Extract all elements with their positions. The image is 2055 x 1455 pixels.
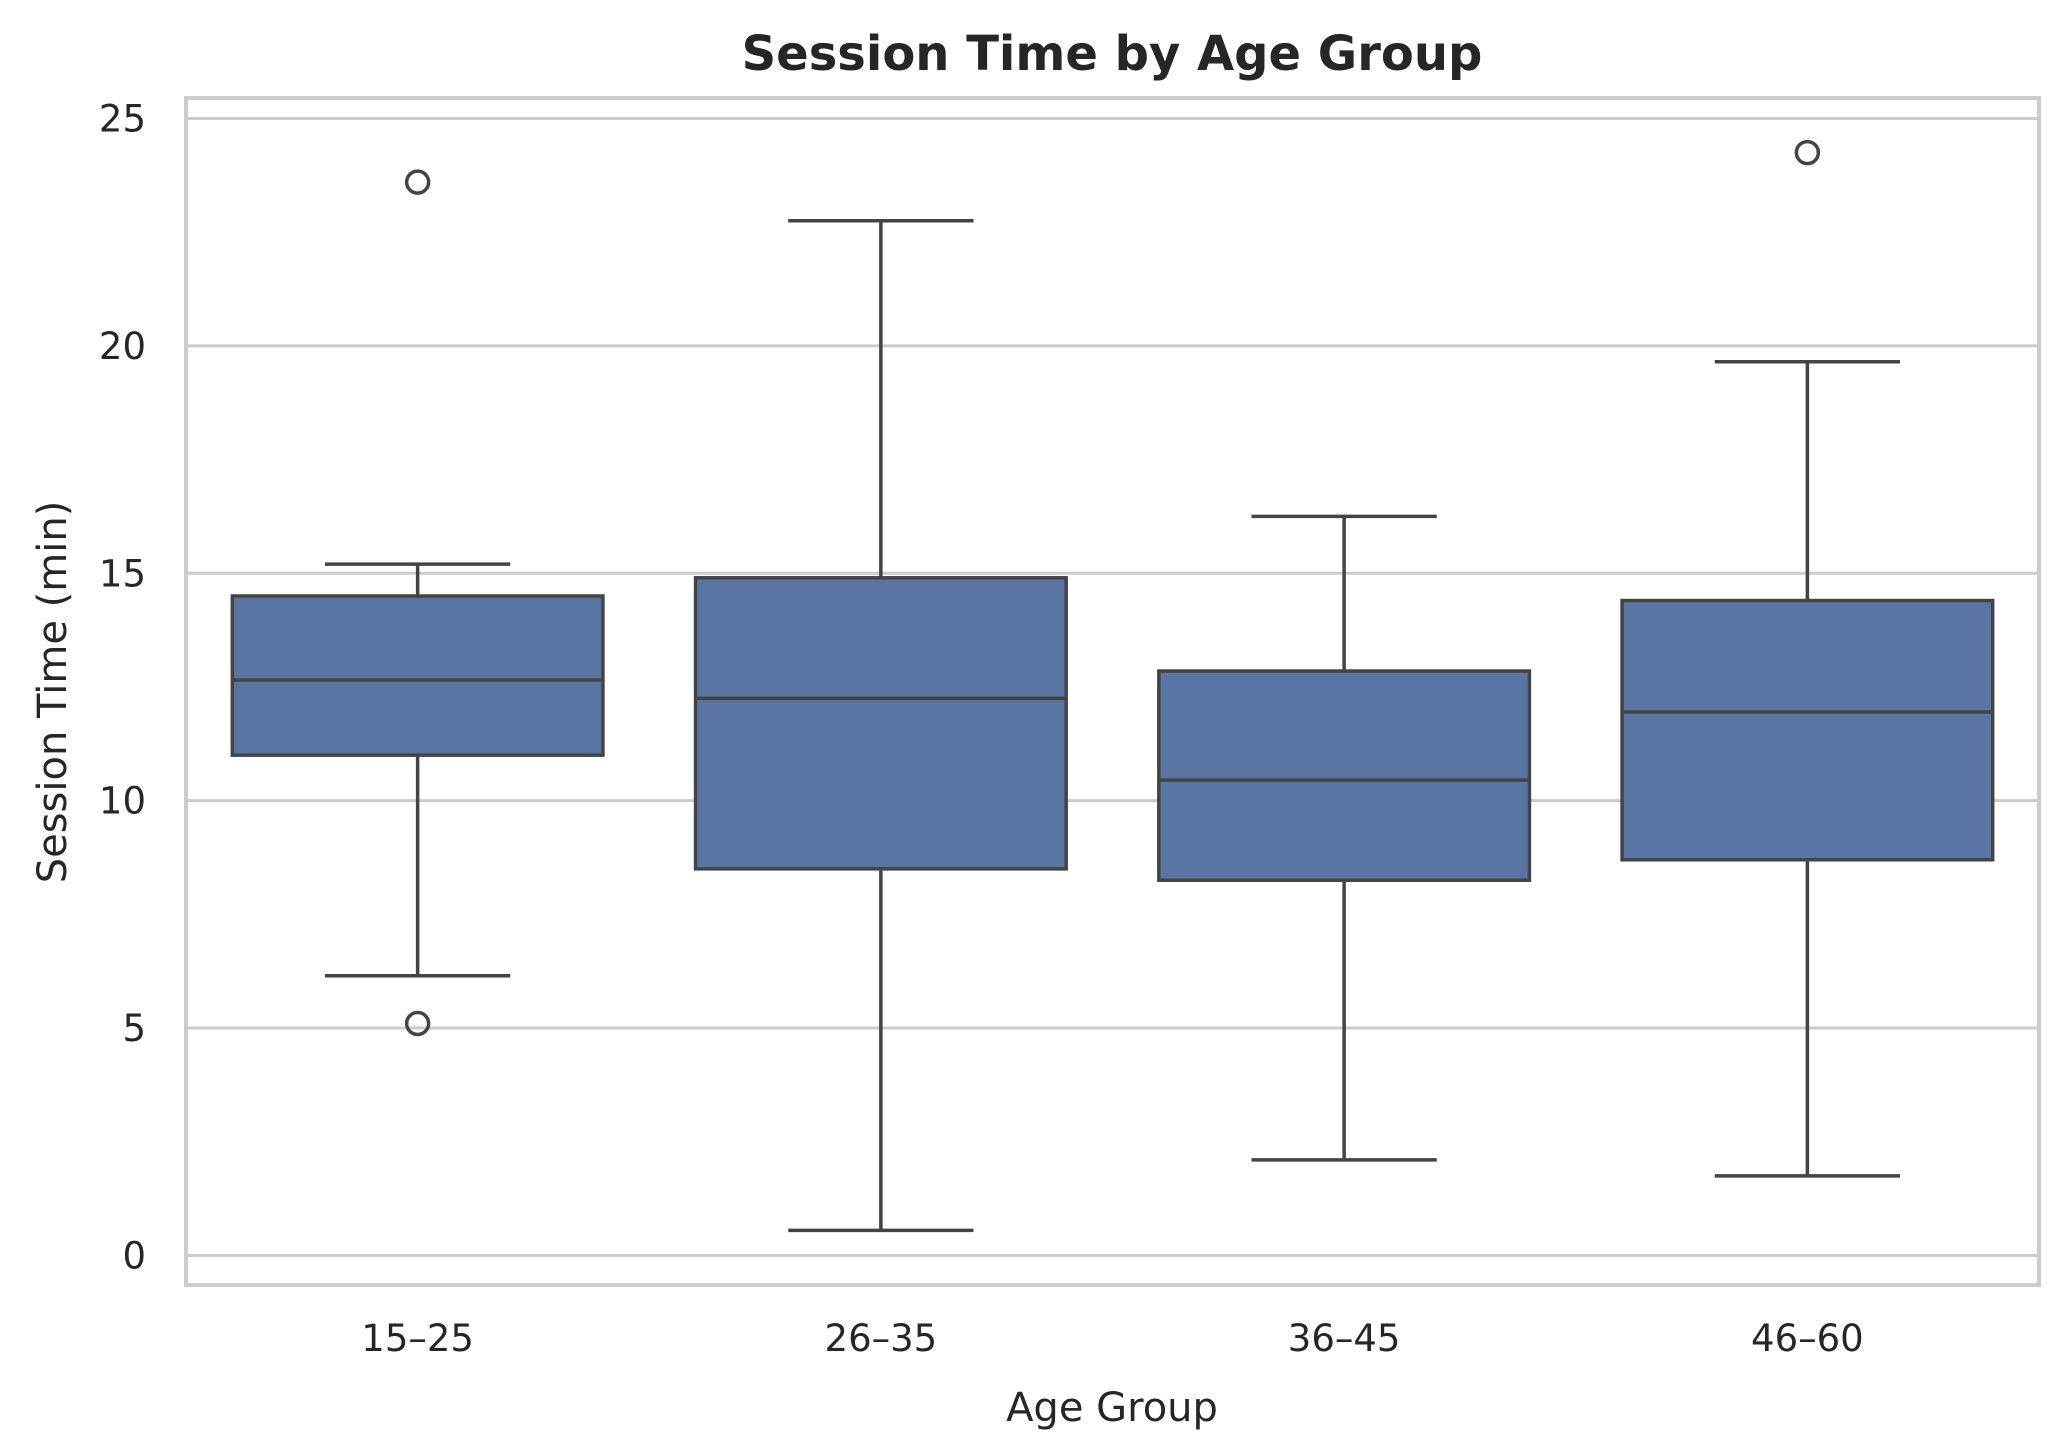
x-tick-label: 15–25 (361, 1317, 474, 1360)
iqr-box (1157, 669, 1532, 882)
y-axis-label: Session Time (min) (30, 501, 76, 884)
chart-title: Session Time by Age Group (742, 26, 1483, 82)
outlier-point (404, 1010, 431, 1037)
y-tick-label: 20 (99, 325, 146, 368)
box-group-1 (230, 169, 605, 1037)
y-tick-label: 10 (99, 780, 146, 823)
outlier-point (1794, 139, 1821, 166)
x-tick-label: 46–60 (1751, 1317, 1864, 1360)
grid-lines (186, 116, 2039, 1257)
outlier-point (404, 169, 431, 195)
x-tick-label: 26–35 (825, 1317, 938, 1360)
y-tick-labels: 0 5 10 15 20 25 (99, 97, 146, 1277)
iqr-box (693, 576, 1068, 871)
y-tick-label: 5 (122, 1007, 146, 1050)
box-group-2 (693, 219, 1068, 1233)
x-tick-labels: 15–25 26–35 36–45 46–60 (361, 1317, 1863, 1360)
y-tick-label: 25 (99, 97, 146, 140)
box-group-4 (1620, 139, 1995, 1178)
x-tick-label: 36–45 (1288, 1317, 1401, 1360)
y-tick-label: 0 (122, 1234, 146, 1277)
y-tick-label: 15 (99, 552, 146, 595)
plot-frame (184, 96, 2041, 1287)
boxes (230, 139, 1995, 1233)
x-axis-label: Age Group (1006, 1385, 1218, 1431)
iqr-box (230, 594, 605, 757)
iqr-box (1620, 598, 1995, 862)
box-group-3 (1157, 514, 1532, 1162)
